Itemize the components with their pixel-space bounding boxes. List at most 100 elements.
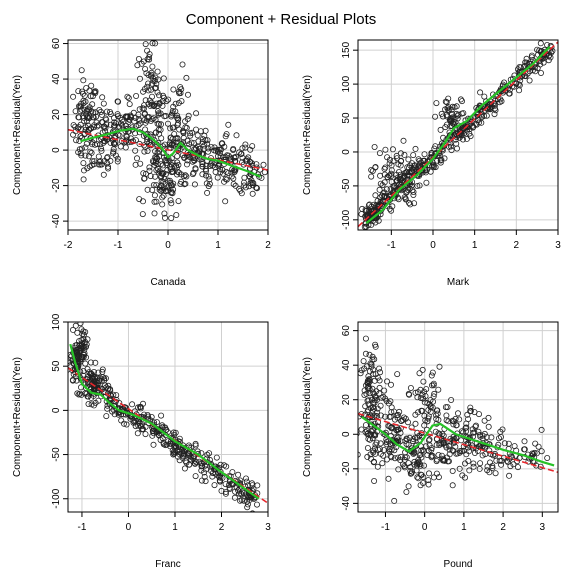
y-tick-label: 100 <box>341 75 352 92</box>
data-point <box>73 137 80 144</box>
data-point <box>470 463 477 470</box>
x-tick-label: 0 <box>165 240 171 251</box>
data-point <box>438 156 445 163</box>
data-point <box>199 460 206 467</box>
data-point <box>205 148 212 155</box>
x-tick-label: 3 <box>540 522 546 533</box>
data-point <box>407 470 414 477</box>
data-point <box>95 369 102 376</box>
data-point <box>218 487 225 494</box>
data-point <box>395 466 402 473</box>
data-point <box>440 432 447 439</box>
data-point <box>411 200 418 207</box>
data-point <box>544 42 551 49</box>
data-point <box>159 201 166 208</box>
data-point <box>174 116 181 123</box>
data-point <box>72 322 79 329</box>
data-point <box>129 401 136 408</box>
data-point <box>377 450 384 457</box>
data-point <box>193 145 200 152</box>
data-point <box>133 93 140 100</box>
data-point <box>420 395 427 402</box>
data-point <box>117 143 124 150</box>
data-point <box>491 111 498 118</box>
data-point <box>77 322 84 327</box>
data-point <box>410 436 417 443</box>
data-point <box>122 144 129 151</box>
data-point <box>433 415 440 422</box>
data-point <box>83 108 90 115</box>
data-point <box>149 80 156 87</box>
data-point <box>235 487 242 494</box>
data-point <box>194 132 201 139</box>
data-point <box>98 111 105 118</box>
data-point <box>369 407 376 414</box>
data-point <box>414 474 421 481</box>
data-point <box>148 413 155 420</box>
data-point <box>238 150 245 157</box>
data-point <box>515 81 522 88</box>
data-point <box>417 159 424 166</box>
data-point <box>376 365 383 372</box>
data-point <box>179 128 186 135</box>
data-point <box>425 415 432 422</box>
data-point <box>477 89 484 96</box>
data-point <box>403 488 410 495</box>
data-point <box>217 474 224 481</box>
data-point <box>166 141 173 148</box>
data-point <box>436 440 443 447</box>
data-point <box>141 117 148 124</box>
data-point <box>199 171 206 178</box>
data-point <box>198 467 205 474</box>
data-point <box>538 426 545 433</box>
data-point <box>410 188 417 195</box>
data-point <box>535 443 542 450</box>
data-point <box>435 451 442 458</box>
data-point <box>82 360 89 367</box>
data-point <box>383 378 390 385</box>
data-point <box>232 488 239 495</box>
data-point <box>507 453 514 460</box>
data-point <box>446 446 453 453</box>
data-points <box>68 322 261 512</box>
data-point <box>86 113 93 120</box>
data-point <box>444 404 451 411</box>
data-point <box>414 182 421 189</box>
data-point <box>70 326 77 333</box>
data-point <box>387 381 394 388</box>
data-point <box>216 473 223 480</box>
data-point <box>247 146 254 153</box>
data-point <box>152 129 159 136</box>
data-point <box>418 447 425 454</box>
data-point <box>436 363 443 370</box>
data-point <box>97 158 104 165</box>
data-point <box>114 158 121 165</box>
data-point <box>484 105 491 112</box>
data-point <box>497 87 504 94</box>
data-point <box>107 121 114 128</box>
data-point <box>388 424 395 431</box>
data-point <box>85 153 92 160</box>
data-point <box>451 104 458 111</box>
data-point <box>209 162 216 169</box>
data-point <box>360 358 367 365</box>
data-point <box>433 407 440 414</box>
y-tick-label: -40 <box>51 213 62 228</box>
data-point <box>150 159 157 166</box>
data-point <box>506 90 513 97</box>
data-point <box>218 140 225 147</box>
data-point <box>183 161 190 168</box>
data-point <box>72 123 79 130</box>
data-point <box>167 197 174 204</box>
data-point <box>182 172 189 179</box>
data-point <box>246 158 253 165</box>
data-point <box>144 186 151 193</box>
data-point <box>456 416 463 423</box>
data-point <box>183 173 190 180</box>
y-tick-label: 20 <box>51 109 62 121</box>
data-point <box>370 449 377 456</box>
data-point <box>394 414 401 421</box>
data-point <box>139 211 146 218</box>
data-point <box>206 180 213 187</box>
data-point <box>382 164 389 171</box>
